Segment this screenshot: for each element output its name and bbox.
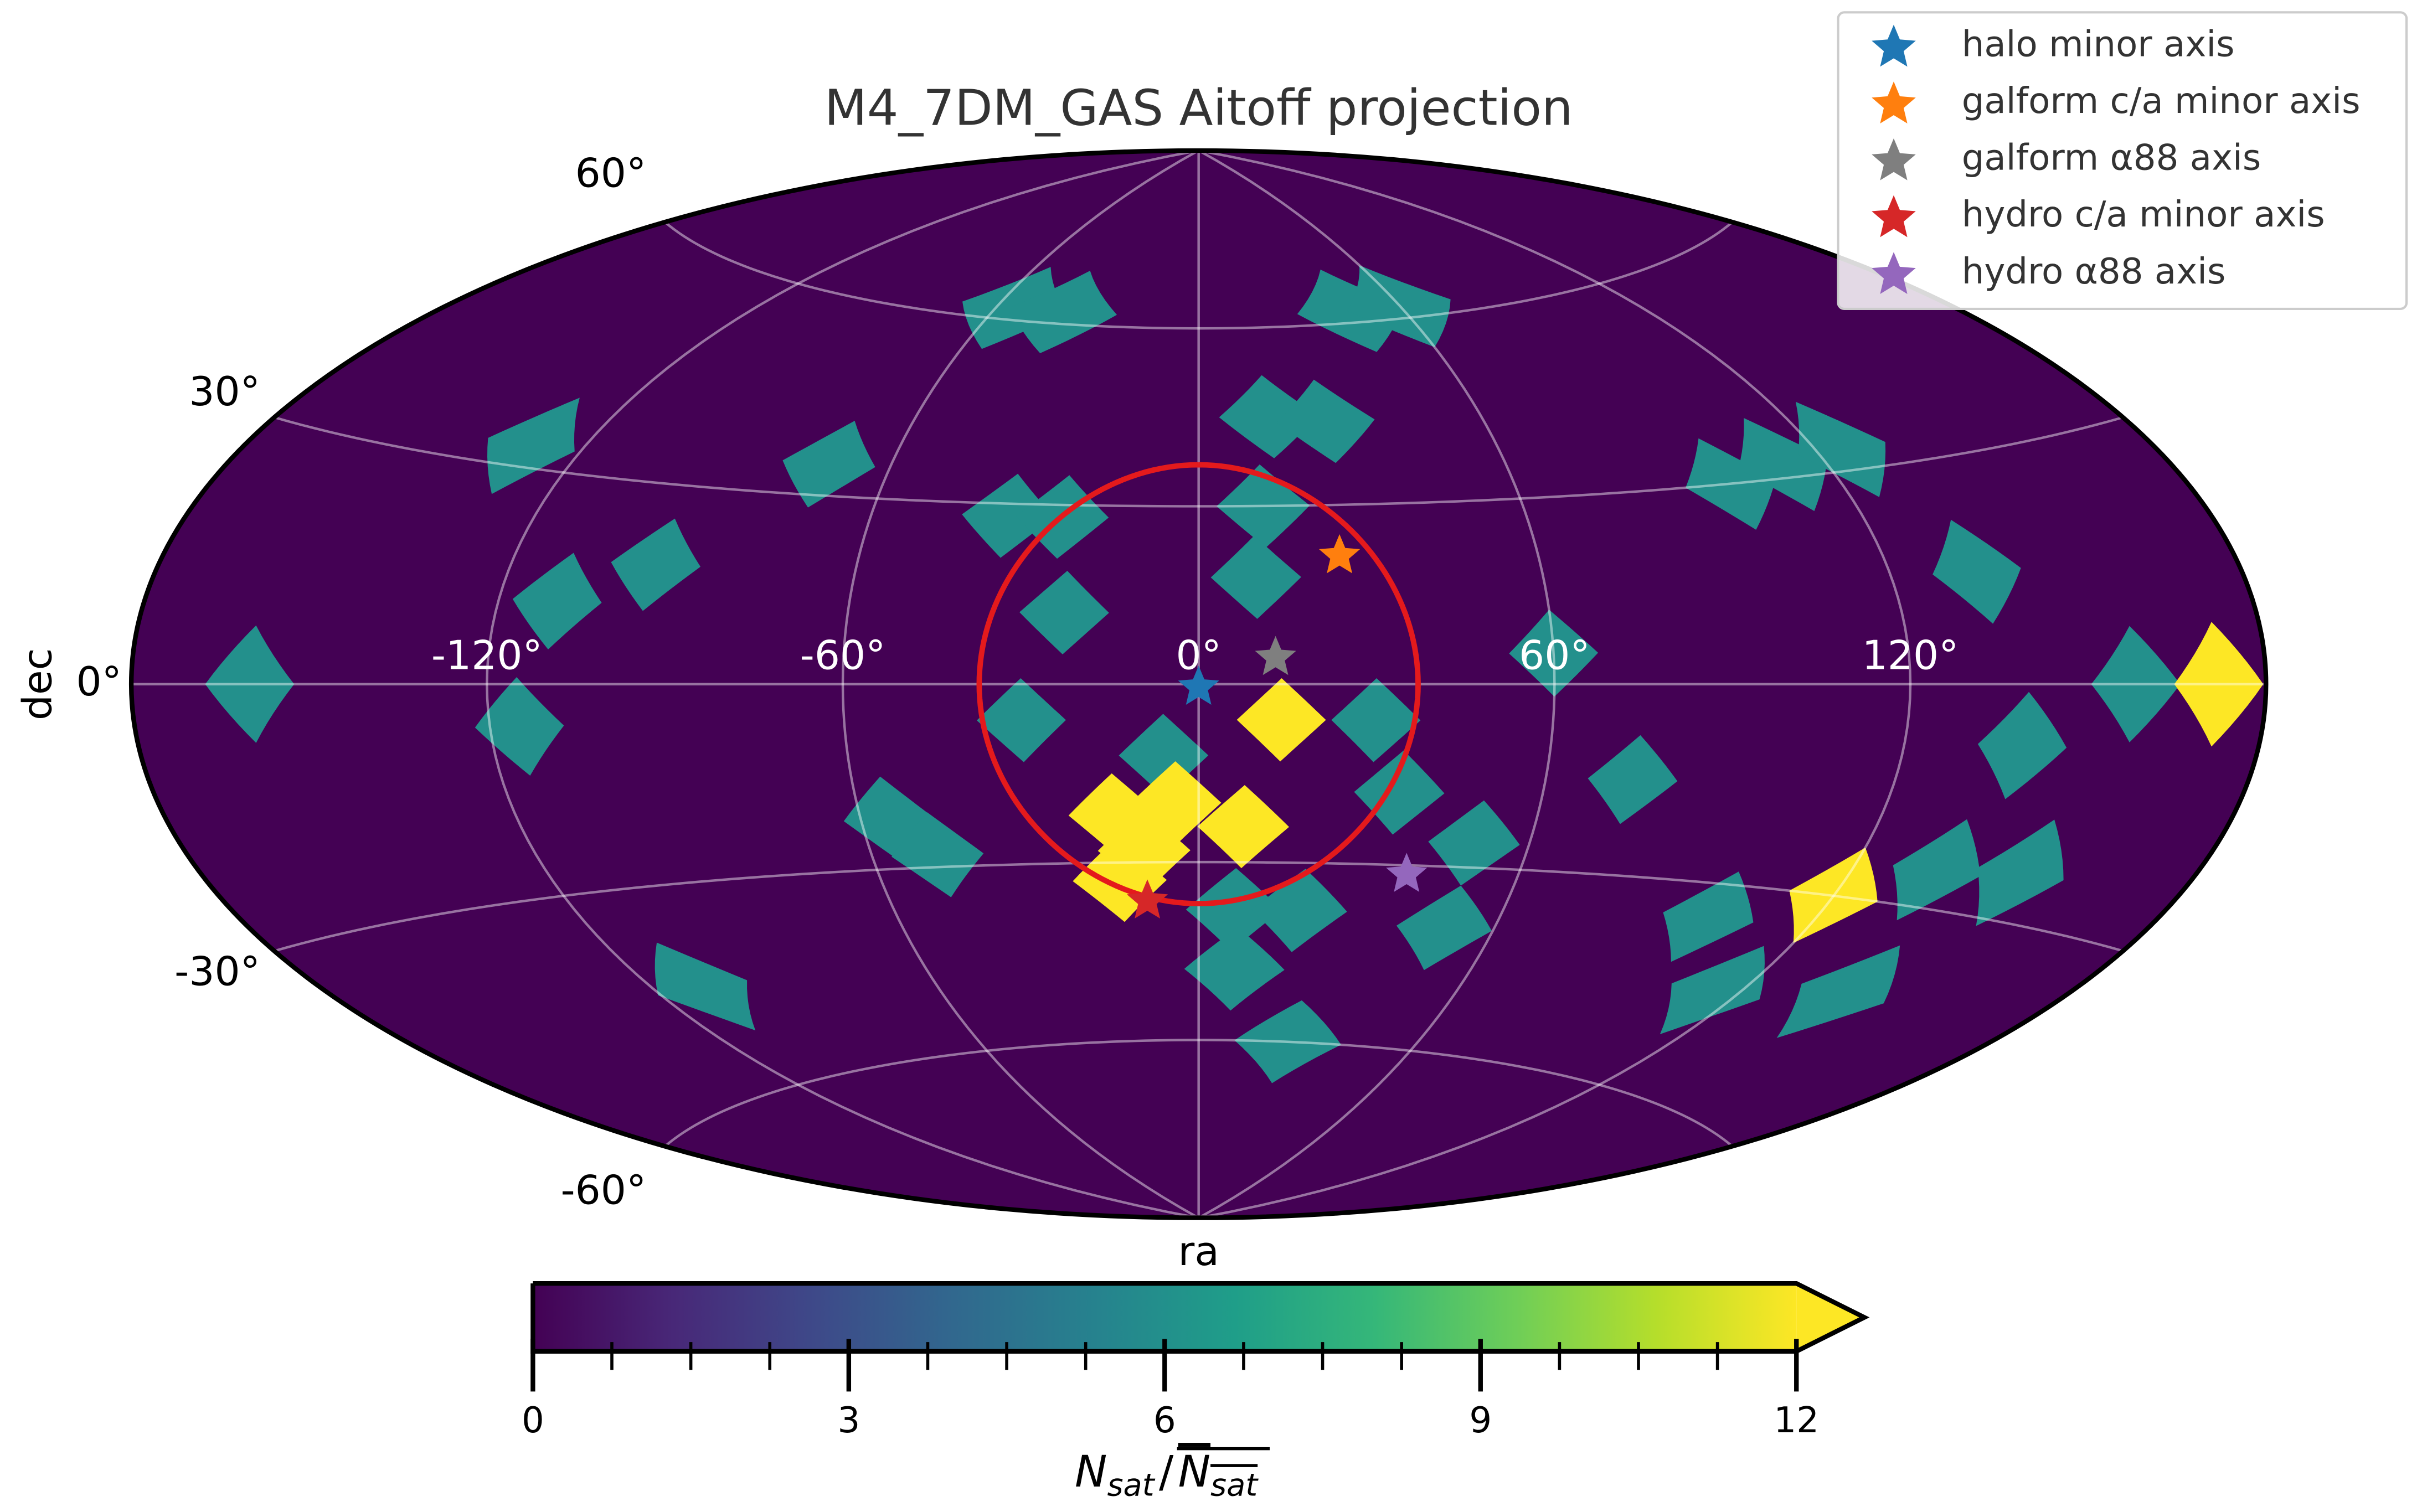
cell [1197, 785, 1290, 869]
cell [1010, 270, 1117, 354]
grid-line [1198, 151, 1556, 1218]
legend-label: galform c/a minor axis [1962, 80, 2361, 122]
cell [1509, 610, 1599, 697]
colorbar-label: Nsat / Nsat [1075, 1448, 1259, 1504]
cell [1686, 438, 1776, 530]
cell [1976, 819, 2064, 926]
star-marker [1318, 534, 1361, 574]
cell [611, 518, 701, 611]
legend-label: galform α88 axis [1962, 137, 2261, 179]
cell [977, 678, 1066, 762]
cell [1234, 1000, 1341, 1083]
grid-line [274, 416, 2124, 508]
grid-line [1198, 151, 1912, 1218]
cell [1977, 692, 2067, 799]
cell [1933, 519, 2021, 624]
cell [1396, 885, 1492, 971]
cell [962, 473, 1054, 558]
grid-line [486, 151, 1199, 1218]
cell [1738, 417, 1827, 512]
colorbar-extension [1796, 1283, 1864, 1351]
colorbar-tick-label: 0 [522, 1400, 544, 1441]
colorbar-label-part: N [1178, 1448, 1210, 1498]
sky-border [128, 148, 2269, 1220]
cell [1236, 678, 1326, 762]
cell [1210, 535, 1301, 619]
cell [512, 553, 602, 650]
cell [1331, 678, 1421, 762]
colorbar-tick-label: 6 [1153, 1400, 1176, 1441]
y-tick-label: 0° [76, 659, 122, 705]
legend-label: hydro c/a minor axis [1962, 194, 2325, 235]
grid-line [841, 151, 1199, 1218]
cell [655, 942, 756, 1031]
colorbar-label-part: sat [1107, 1467, 1155, 1503]
cell [1130, 761, 1222, 845]
legend-marker [1872, 138, 1916, 180]
legend-marker [1872, 195, 1916, 238]
x-tick-label: -60° [800, 632, 886, 679]
cell [1217, 464, 1310, 548]
cell [1186, 868, 1282, 952]
grid-line [664, 1039, 1734, 1148]
cell [1893, 819, 1981, 921]
cell [1776, 945, 1900, 1038]
colorbar-tick-label: 12 [1774, 1400, 1819, 1441]
colorbar-label-part: N [1075, 1448, 1107, 1498]
legend-box [1837, 11, 2408, 311]
cell [1428, 800, 1520, 886]
cell [1588, 735, 1678, 824]
cell [1660, 946, 1765, 1034]
legend-marker [1872, 24, 1916, 67]
colorbar-label-part: / [1159, 1448, 1174, 1498]
cell [1663, 871, 1754, 962]
star-marker [1178, 665, 1219, 705]
legend-label: hydro α88 axis [1962, 251, 2226, 292]
cell [1347, 265, 1451, 348]
grid-line [274, 860, 2124, 952]
cell [1251, 869, 1347, 952]
cell [2091, 626, 2181, 742]
legend-marker [1872, 252, 1916, 294]
star-marker [1126, 879, 1168, 918]
region-circle [976, 462, 1421, 906]
cell [1219, 375, 1318, 458]
cell [475, 677, 564, 776]
cell [487, 398, 580, 494]
overlay: -120° -60° 0° 60° 120°-60°-30°0°30°60° [76, 150, 1959, 1214]
cell [1019, 570, 1109, 654]
x-tick-label: 120° [1862, 632, 1959, 679]
colorbar-tick-label: 9 [1469, 1400, 1492, 1441]
cell [1097, 808, 1191, 892]
legend: halo minor axis galform c/a minor axis gal… [1837, 11, 2408, 311]
cell [782, 421, 875, 508]
star-marker [1386, 853, 1428, 892]
y-axis-label: dec [15, 648, 61, 721]
y-tick-label: 60° [575, 150, 647, 197]
cell [1354, 750, 1445, 835]
cell [1789, 847, 1878, 943]
y-tick-label: 30° [189, 369, 260, 415]
y-tick-label: -30° [174, 949, 260, 995]
legend-label: halo minor axis [1962, 23, 2235, 65]
cell [2174, 622, 2264, 747]
star-marker [1255, 636, 1296, 675]
x-tick-label: -120° [431, 632, 543, 679]
colorbar-label-part: sat [1210, 1467, 1259, 1503]
cell [205, 625, 295, 743]
grid-line [664, 221, 1734, 330]
y-tick-label: -60° [561, 1167, 647, 1214]
cell [1276, 379, 1375, 463]
x-axis-label: ra [1178, 1229, 1219, 1275]
x-tick-label: 60° [1519, 632, 1590, 679]
chart-title: M4_7DM_GAS Aitoff projection [824, 79, 1573, 137]
cell [1184, 927, 1285, 1011]
colorbar-tick-label: 3 [837, 1400, 860, 1441]
cell [1795, 401, 1886, 497]
cell [891, 812, 984, 897]
legend-marker [1872, 81, 1916, 124]
